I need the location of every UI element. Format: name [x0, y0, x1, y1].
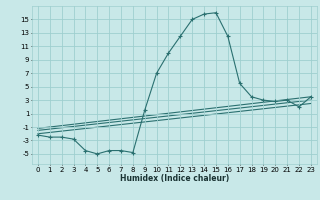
- X-axis label: Humidex (Indice chaleur): Humidex (Indice chaleur): [120, 174, 229, 183]
